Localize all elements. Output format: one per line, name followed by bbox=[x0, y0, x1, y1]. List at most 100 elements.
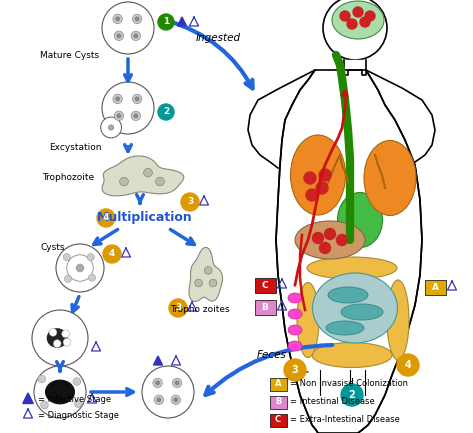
Text: = Extra-Intestinal Disease: = Extra-Intestinal Disease bbox=[290, 416, 400, 424]
Circle shape bbox=[313, 233, 324, 243]
Text: 4: 4 bbox=[404, 360, 412, 370]
Ellipse shape bbox=[328, 287, 368, 303]
Circle shape bbox=[209, 279, 217, 287]
Circle shape bbox=[340, 11, 350, 21]
Circle shape bbox=[135, 97, 139, 101]
Circle shape bbox=[49, 329, 57, 336]
Circle shape bbox=[63, 254, 70, 261]
Ellipse shape bbox=[297, 282, 319, 358]
Circle shape bbox=[397, 354, 419, 376]
Circle shape bbox=[38, 375, 46, 383]
Ellipse shape bbox=[288, 293, 302, 303]
Circle shape bbox=[319, 169, 331, 181]
FancyBboxPatch shape bbox=[424, 279, 446, 294]
Circle shape bbox=[116, 97, 119, 101]
Circle shape bbox=[56, 244, 104, 292]
Circle shape bbox=[181, 193, 199, 211]
Circle shape bbox=[174, 398, 178, 402]
FancyBboxPatch shape bbox=[254, 300, 275, 314]
Text: A: A bbox=[275, 379, 281, 388]
Text: Multiplication: Multiplication bbox=[97, 211, 193, 224]
Text: 4: 4 bbox=[109, 249, 115, 259]
Circle shape bbox=[74, 400, 82, 407]
Text: Cysts: Cysts bbox=[41, 243, 65, 252]
Circle shape bbox=[102, 2, 154, 54]
Circle shape bbox=[324, 229, 335, 239]
Circle shape bbox=[341, 384, 363, 406]
Text: B: B bbox=[262, 303, 269, 311]
Circle shape bbox=[154, 395, 164, 404]
FancyBboxPatch shape bbox=[254, 278, 275, 293]
Circle shape bbox=[142, 366, 194, 418]
Circle shape bbox=[77, 265, 84, 271]
Ellipse shape bbox=[295, 221, 365, 259]
Circle shape bbox=[134, 114, 138, 118]
Circle shape bbox=[114, 31, 123, 40]
Circle shape bbox=[32, 310, 88, 366]
Circle shape bbox=[323, 0, 387, 60]
Circle shape bbox=[73, 378, 81, 385]
Text: Mature Cysts: Mature Cysts bbox=[40, 51, 99, 59]
Circle shape bbox=[67, 255, 93, 281]
Circle shape bbox=[131, 111, 140, 120]
Polygon shape bbox=[102, 156, 184, 196]
Circle shape bbox=[113, 94, 123, 103]
Text: = Non Invasise Colonization: = Non Invasise Colonization bbox=[290, 379, 408, 388]
Circle shape bbox=[103, 245, 121, 263]
Ellipse shape bbox=[47, 329, 67, 347]
Text: Ingested: Ingested bbox=[195, 33, 241, 43]
Circle shape bbox=[156, 381, 159, 385]
Text: 3: 3 bbox=[187, 197, 193, 207]
Circle shape bbox=[63, 338, 71, 346]
Text: 3: 3 bbox=[292, 365, 298, 375]
Polygon shape bbox=[177, 17, 186, 26]
Circle shape bbox=[316, 182, 328, 194]
Circle shape bbox=[134, 34, 138, 38]
Ellipse shape bbox=[313, 273, 397, 343]
Circle shape bbox=[171, 395, 181, 404]
Circle shape bbox=[336, 235, 348, 246]
Circle shape bbox=[113, 14, 123, 23]
Circle shape bbox=[132, 94, 142, 103]
Circle shape bbox=[132, 14, 142, 23]
Text: Feces: Feces bbox=[257, 350, 287, 360]
FancyBboxPatch shape bbox=[270, 395, 287, 408]
Text: A: A bbox=[431, 282, 438, 291]
Text: Tropho zoites: Tropho zoites bbox=[170, 306, 230, 314]
Ellipse shape bbox=[307, 257, 397, 279]
Text: = Diagnostic Stage: = Diagnostic Stage bbox=[38, 410, 119, 420]
Ellipse shape bbox=[387, 280, 409, 360]
Circle shape bbox=[156, 177, 164, 186]
Circle shape bbox=[114, 111, 123, 120]
Ellipse shape bbox=[288, 309, 302, 319]
Ellipse shape bbox=[326, 321, 364, 335]
Ellipse shape bbox=[290, 135, 345, 215]
Circle shape bbox=[97, 209, 115, 227]
Polygon shape bbox=[154, 356, 163, 365]
Circle shape bbox=[116, 17, 119, 21]
Ellipse shape bbox=[312, 343, 392, 368]
Text: 2: 2 bbox=[349, 390, 355, 400]
Text: C: C bbox=[275, 416, 281, 424]
Polygon shape bbox=[276, 70, 422, 433]
Ellipse shape bbox=[288, 325, 302, 335]
Circle shape bbox=[34, 366, 86, 418]
FancyBboxPatch shape bbox=[270, 414, 287, 427]
Circle shape bbox=[41, 401, 48, 409]
Text: B: B bbox=[275, 397, 281, 407]
Ellipse shape bbox=[332, 1, 384, 39]
Circle shape bbox=[173, 378, 182, 388]
Circle shape bbox=[87, 254, 95, 261]
Text: 4: 4 bbox=[103, 213, 109, 223]
Polygon shape bbox=[344, 60, 366, 75]
Circle shape bbox=[195, 279, 202, 287]
Circle shape bbox=[135, 17, 139, 21]
Text: = Intestinal Disease: = Intestinal Disease bbox=[290, 397, 375, 407]
Circle shape bbox=[365, 11, 375, 21]
Circle shape bbox=[304, 172, 316, 184]
Circle shape bbox=[117, 114, 121, 118]
Text: Excystation: Excystation bbox=[49, 143, 101, 152]
Ellipse shape bbox=[288, 341, 302, 351]
Circle shape bbox=[102, 82, 154, 134]
FancyBboxPatch shape bbox=[270, 378, 287, 391]
